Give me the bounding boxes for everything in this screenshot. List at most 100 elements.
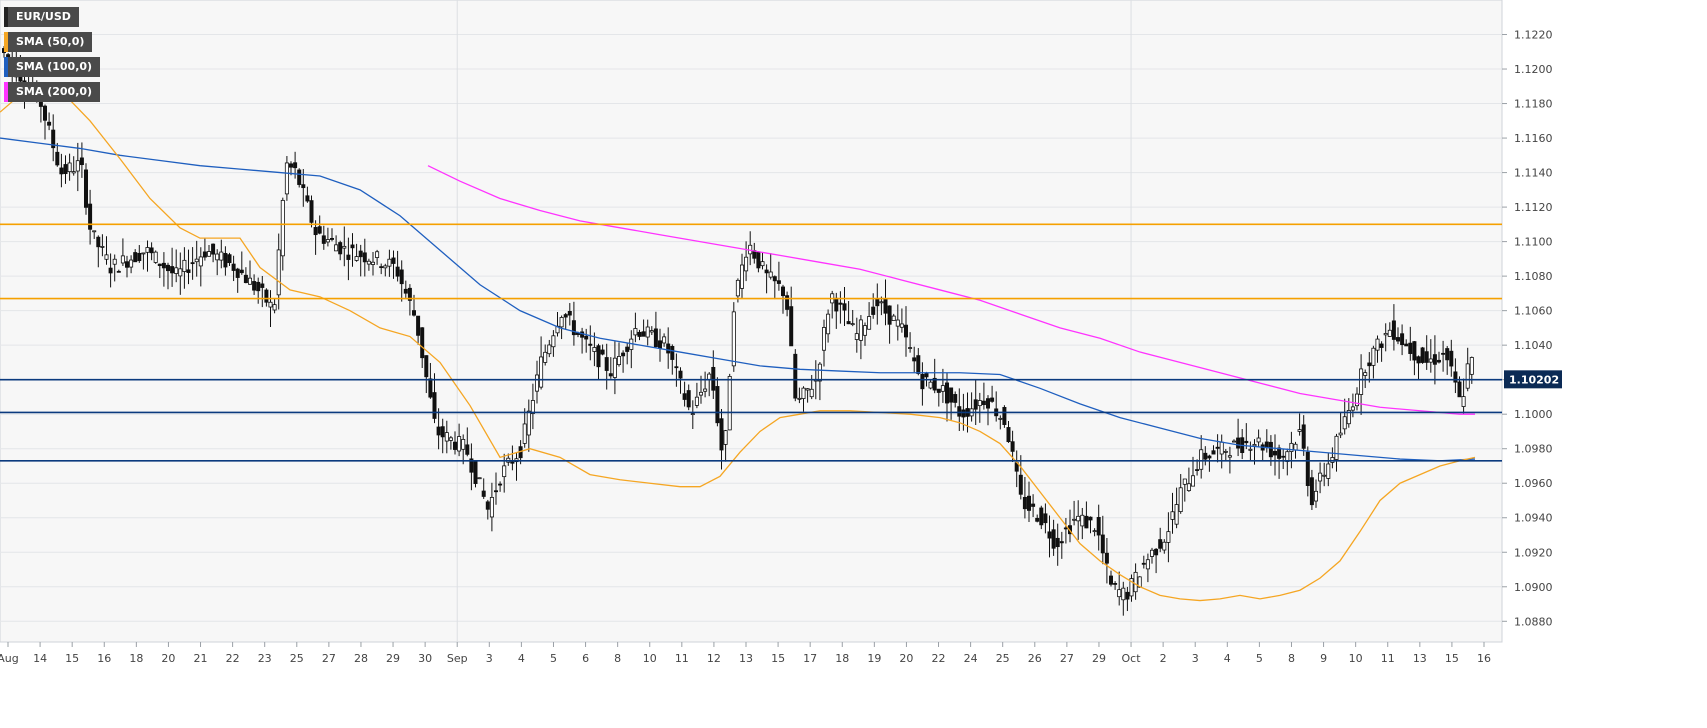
candle-body [530,400,535,414]
candle-body [301,184,306,189]
candle [571,301,576,346]
candle-body [596,345,601,368]
candle-body [235,268,240,278]
candle [268,290,273,327]
candle-body [563,314,568,318]
candle-body [342,245,347,249]
candle-body [252,281,257,291]
legend-label: SMA (100,0) [16,60,93,73]
candle [1371,345,1376,379]
candle [1301,415,1306,456]
candle [1096,504,1101,551]
candle [1281,448,1286,470]
candle [986,395,991,426]
candle-body [1326,463,1331,479]
candle-body [653,328,658,348]
candle [469,443,474,491]
candle-body [63,164,68,175]
candle-body [219,251,224,261]
candle [662,333,667,347]
candle [1375,335,1380,363]
candle [1018,455,1023,500]
candle-body [346,254,351,260]
candle-body [395,266,400,277]
candle [526,399,531,452]
candle [1359,354,1364,415]
candle [957,388,962,431]
x-tick-label: 18 [129,652,143,665]
candle [940,368,945,403]
candle-body [522,423,527,444]
candle-body [1424,351,1429,363]
candle-body [1244,440,1249,444]
x-tick-label: 8 [614,652,621,665]
candle-body [108,267,113,274]
candle-body [161,262,166,269]
candle-body [1018,474,1023,495]
candle-body [75,160,80,172]
candle-body [284,162,289,195]
legend: EUR/USD SMA (50,0) SMA (100,0) SMA (200,0) [4,5,101,105]
candle [1342,398,1347,435]
candle-body [334,244,339,252]
candle [592,332,597,367]
candle-body [678,370,683,379]
y-tick-label: 1.1220 [1514,29,1553,42]
legend-item[interactable]: EUR/USD [4,7,79,27]
candle-body [1342,416,1347,430]
legend-item[interactable]: SMA (100,0) [4,57,101,77]
legend-item[interactable]: SMA (200,0) [4,82,101,102]
candle-body [186,269,191,273]
candle-body [1391,320,1396,340]
candle-body [1215,446,1220,449]
candle [1109,570,1114,587]
candle-body [1408,342,1413,354]
candle-body [92,230,97,233]
candle [604,343,609,390]
candle [1022,476,1027,519]
candle [223,246,228,276]
candle [71,156,76,176]
candle [908,332,913,353]
x-tick-label: 8 [1288,652,1295,665]
candle [1215,434,1220,463]
x-tick-label: 25 [290,652,304,665]
candle-body [1355,393,1360,407]
candle [1129,574,1134,602]
candle-body [571,320,576,336]
candle [1256,429,1261,447]
candle [1391,304,1396,351]
candle-body [789,306,794,347]
legend-item[interactable]: SMA (50,0) [4,32,93,52]
candle [793,349,798,402]
candle-body [1232,440,1237,443]
candle-body [387,258,392,267]
candle-body [871,306,876,315]
candle [768,253,773,280]
candle-body [1117,589,1122,598]
candle [432,373,437,424]
candle [1248,441,1253,461]
candle-body [912,357,917,362]
candle-body [1367,362,1372,367]
candle [276,233,281,310]
candle-body [617,356,622,366]
candle-body [1338,432,1343,436]
candle [444,420,449,454]
candle-body [1416,356,1421,364]
candle-body [391,257,396,264]
x-tick-label: Aug [0,652,19,665]
candle-body [1301,424,1306,449]
candle-body [883,298,888,314]
candle [846,301,851,325]
candle [563,312,568,330]
x-tick-label: 11 [675,652,689,665]
candle-body [268,301,273,308]
x-tick-label: 16 [97,652,111,665]
candle [354,243,359,262]
candle [653,311,658,349]
candle-body [198,256,203,267]
candle-body [1092,530,1097,533]
